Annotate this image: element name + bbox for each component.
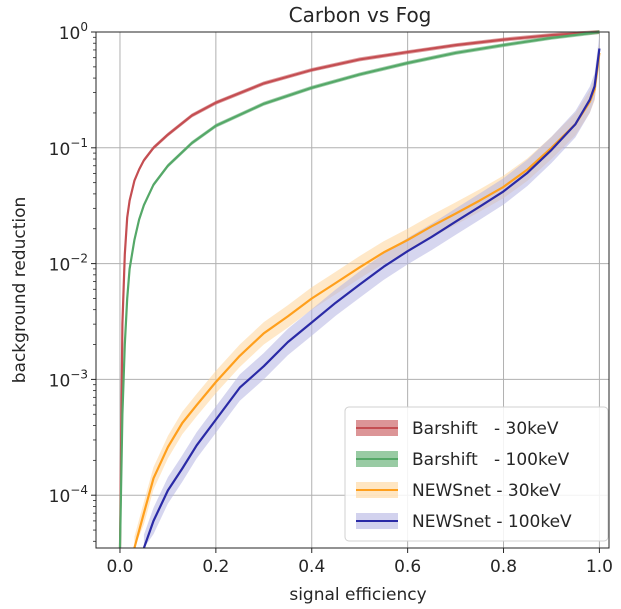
x-tick-label: 0.8 [490,557,517,577]
y-axis-ticks: 10−4 10−3 10−2 10−1 100 [49,20,96,542]
y-tick-label: 10−2 [49,252,88,276]
series-line [142,48,601,549]
legend-label: Barshift - 30keV [412,419,559,439]
x-tick-label: 0.2 [202,557,229,577]
legend-label: NEWSnet - 30keV [412,481,561,501]
x-tick-label: 1.0 [586,557,613,577]
y-axis-label: background reduction [10,197,30,384]
x-axis-ticks: 0.0 0.2 0.4 0.6 0.8 1.0 [106,548,613,577]
x-tick-label: 0.6 [394,557,421,577]
plot-frame [95,31,610,549]
legend-label: Barshift - 100keV [412,450,570,470]
series-line [118,30,600,549]
x-tick-label: 0.4 [298,557,325,577]
y-tick-label: 10−3 [49,367,88,391]
y-tick-label: 10−4 [49,483,88,507]
series-line [133,52,601,549]
chart-title: Carbon vs Fog [289,3,432,27]
legend-label: NEWSnet - 100keV [412,512,572,532]
y-tick-label: 100 [59,20,88,44]
legend-box [344,406,609,542]
series-line [118,30,600,549]
legend: Barshift - 30keV Barshift - 100keV NEWSnet… [344,406,609,542]
series-lines [118,30,601,549]
x-tick-label: 0.0 [106,557,133,577]
y-tick-label: 10−1 [49,136,88,160]
x-axis-label: signal efficiency [289,585,426,605]
